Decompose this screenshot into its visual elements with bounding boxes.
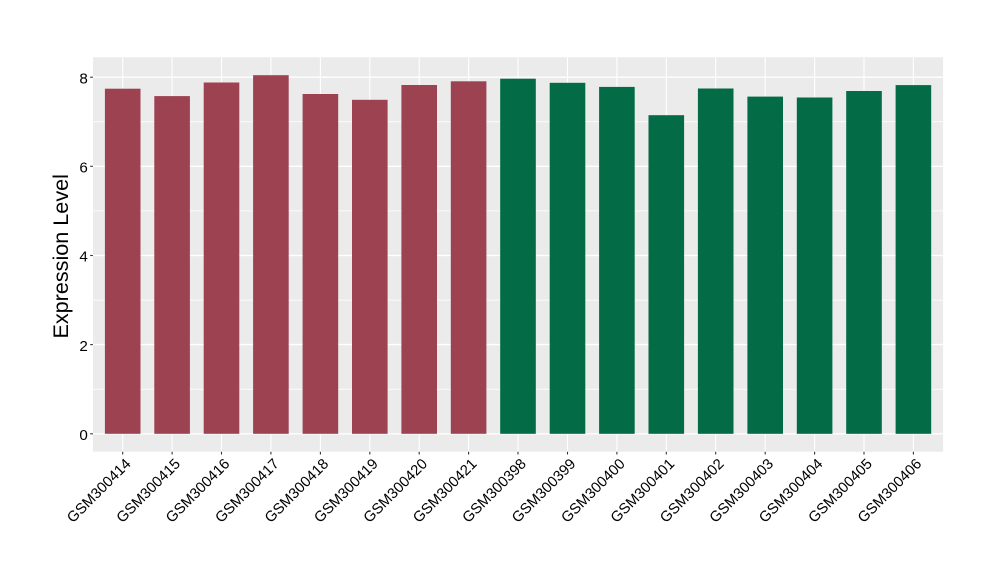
svg-text:2: 2 <box>79 338 87 355</box>
svg-text:0: 0 <box>79 427 87 444</box>
svg-text:8: 8 <box>79 70 87 87</box>
svg-text:Expression Level: Expression Level <box>48 174 73 338</box>
svg-text:6: 6 <box>79 160 87 177</box>
svg-text:4: 4 <box>79 249 87 266</box>
